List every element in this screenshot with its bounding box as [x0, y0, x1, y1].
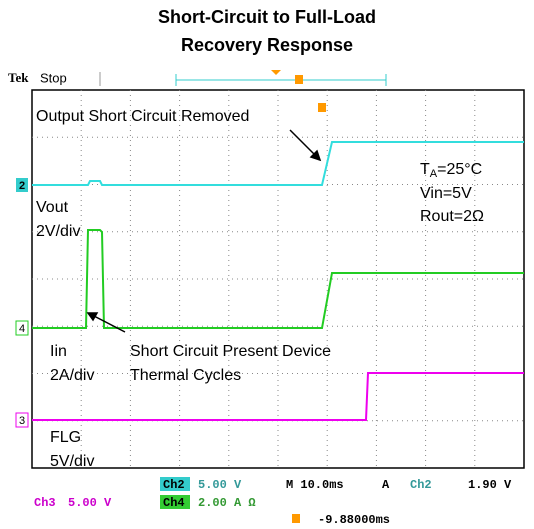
readout: -9.88000ms [318, 513, 390, 527]
readout: 2.00 A Ω [198, 496, 256, 510]
annotation: Output Short Circuit Removed [36, 108, 249, 125]
annotation: 2V/div [36, 223, 80, 240]
readout: Ch3 [34, 496, 56, 510]
annotation: FLG [50, 429, 81, 446]
annotation: =25°C [437, 161, 482, 178]
marker: 4 [19, 323, 25, 335]
state: Stop [40, 70, 67, 85]
annotation: Rout=2Ω [420, 208, 484, 225]
annotation: 2A/div [50, 367, 94, 384]
readout: M 10.0ms [286, 478, 344, 492]
annotation: T [420, 161, 430, 178]
readout: 5.00 V [68, 496, 112, 510]
annotation: Vout [36, 199, 69, 216]
trigger-marker [318, 103, 326, 112]
readout: Ch2 [163, 478, 185, 492]
marker: 3 [19, 415, 25, 427]
readout: Ch4 [163, 496, 185, 510]
title: Short-Circuit to Full-Load [158, 7, 376, 27]
readout: 1.90 V [468, 478, 512, 492]
marker: 2 [19, 180, 25, 192]
brand: Tek [8, 70, 29, 85]
readouts: Ch2 5.00 V M 10.0ms A Ch2 1.90 V Ch3 5.0… [34, 477, 512, 527]
readout: A [382, 478, 390, 492]
readout: 5.00 V [198, 478, 242, 492]
annotation: Thermal Cycles [130, 367, 241, 384]
record-bar [100, 70, 386, 86]
readout: Ch2 [410, 478, 432, 492]
annotation: 5V/div [50, 453, 94, 470]
annotation: TA=25°C [420, 161, 482, 180]
annotation: Iin [50, 343, 67, 360]
screenshot: Short-Circuit to Full-Load Recovery Resp… [0, 0, 534, 529]
annotation: Vin=5V [420, 185, 472, 202]
title: Recovery Response [181, 35, 353, 55]
annotation: Short Circuit Present Device [130, 343, 331, 360]
